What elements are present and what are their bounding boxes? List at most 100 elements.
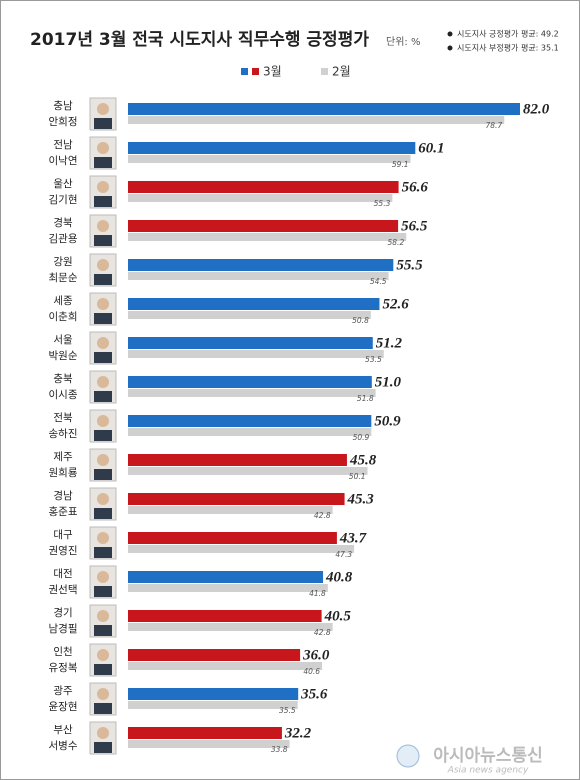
photo-face xyxy=(97,259,109,271)
value-label-feb: 42.8 xyxy=(314,628,331,637)
legend-swatch xyxy=(321,68,328,75)
photo-face xyxy=(97,727,109,739)
photo-suit xyxy=(94,391,112,402)
photo-suit xyxy=(94,313,112,324)
value-label-march: 40.8 xyxy=(325,569,353,585)
value-label-feb: 51.8 xyxy=(357,394,374,403)
photo-suit xyxy=(94,118,112,129)
value-label-march: 45.3 xyxy=(347,491,375,507)
bar-march xyxy=(128,376,372,388)
name-label: 박원순 xyxy=(49,350,78,362)
value-label-feb: 50.9 xyxy=(353,433,370,442)
value-label-march: 43.7 xyxy=(339,530,367,546)
bar-march xyxy=(128,493,345,505)
bar-march xyxy=(128,415,372,427)
bar-march xyxy=(128,298,380,310)
bar-feb xyxy=(128,467,368,475)
name-label: 이춘희 xyxy=(49,311,78,323)
legend-swatch xyxy=(252,68,259,75)
logo xyxy=(396,744,420,768)
value-label-feb: 47.3 xyxy=(335,550,352,559)
bar-march xyxy=(128,337,373,349)
value-label-feb: 54.5 xyxy=(370,277,387,286)
watermark-sub: Asia news agency xyxy=(447,766,529,776)
region-label: 제주 xyxy=(53,451,73,463)
bar-feb xyxy=(128,701,298,709)
value-label-feb: 35.5 xyxy=(279,706,296,715)
value-label-feb: 40.6 xyxy=(303,667,320,676)
photo-suit xyxy=(94,196,112,207)
region-label: 경남 xyxy=(53,489,73,502)
note-bullet xyxy=(447,45,453,51)
bar-feb xyxy=(128,233,407,241)
region-label: 울산 xyxy=(53,178,73,190)
photo-suit xyxy=(94,157,112,168)
photo-suit xyxy=(94,469,112,480)
photo-face xyxy=(97,649,109,661)
region-label: 서울 xyxy=(53,334,73,346)
name-label: 송하진 xyxy=(49,427,78,440)
bar-feb xyxy=(128,740,290,748)
bar-march xyxy=(128,571,324,583)
bar-march xyxy=(128,688,299,700)
photo-face xyxy=(97,298,109,310)
value-label-feb: 33.8 xyxy=(271,745,288,754)
photo-suit xyxy=(94,586,112,597)
value-label-feb: 59.1 xyxy=(392,160,409,169)
value-label-march: 56.6 xyxy=(402,179,429,195)
photo-face xyxy=(97,610,109,622)
bar-march xyxy=(128,454,347,466)
chart-title: 2017년 3월 전국 시도지사 직무수행 긍정평가 xyxy=(30,30,369,50)
value-label-feb: 50.1 xyxy=(349,472,366,481)
name-label: 남경필 xyxy=(49,622,78,635)
value-label-march: 35.6 xyxy=(300,686,328,702)
region-label: 대구 xyxy=(53,529,73,541)
name-label: 이낙연 xyxy=(49,155,78,167)
photo-suit xyxy=(94,430,112,441)
legend-swatch xyxy=(241,68,248,75)
note: 시도지사 긍정평가 평균: 49.2 xyxy=(457,29,559,39)
bar-march xyxy=(128,103,520,115)
value-label-march: 45.8 xyxy=(349,452,377,468)
photo-suit xyxy=(94,625,112,636)
value-label-march: 32.2 xyxy=(284,725,312,741)
bar-feb xyxy=(128,155,411,163)
photo-face xyxy=(97,376,109,388)
value-label-feb: 58.2 xyxy=(388,238,405,247)
region-label: 전북 xyxy=(53,412,73,424)
bar-feb xyxy=(128,389,376,397)
value-label-march: 36.0 xyxy=(302,647,330,663)
unit: 단위: % xyxy=(386,35,420,48)
value-label-feb: 41.8 xyxy=(309,589,326,598)
name-label: 김기현 xyxy=(49,194,78,206)
note-bullet xyxy=(447,31,453,37)
value-label-march: 50.9 xyxy=(374,413,401,429)
photo-face xyxy=(97,571,109,583)
photo-face xyxy=(97,688,109,700)
bar-feb xyxy=(128,506,333,514)
region-label: 세종 xyxy=(53,295,73,307)
photo-face xyxy=(97,103,109,115)
photo-face xyxy=(97,337,109,349)
photo-face xyxy=(97,415,109,427)
region-label: 전남 xyxy=(53,139,73,151)
value-label-feb: 50.8 xyxy=(352,316,369,325)
name-label: 최문순 xyxy=(49,272,78,284)
value-label-feb: 78.7 xyxy=(486,121,503,130)
value-label-march: 40.5 xyxy=(324,608,352,624)
photo-suit xyxy=(94,664,112,675)
bar-feb xyxy=(128,584,328,592)
bar-march xyxy=(128,649,301,661)
bar-feb xyxy=(128,311,371,319)
region-label: 충북 xyxy=(53,373,73,385)
value-label-march: 51.0 xyxy=(375,374,402,390)
bar-march xyxy=(128,181,399,193)
value-label-march: 60.1 xyxy=(418,140,444,156)
legend-label: 2월 xyxy=(332,65,351,79)
photo-suit xyxy=(94,547,112,558)
name-label: 권선택 xyxy=(49,584,78,596)
photo-face xyxy=(97,493,109,505)
photo-suit xyxy=(94,703,112,714)
